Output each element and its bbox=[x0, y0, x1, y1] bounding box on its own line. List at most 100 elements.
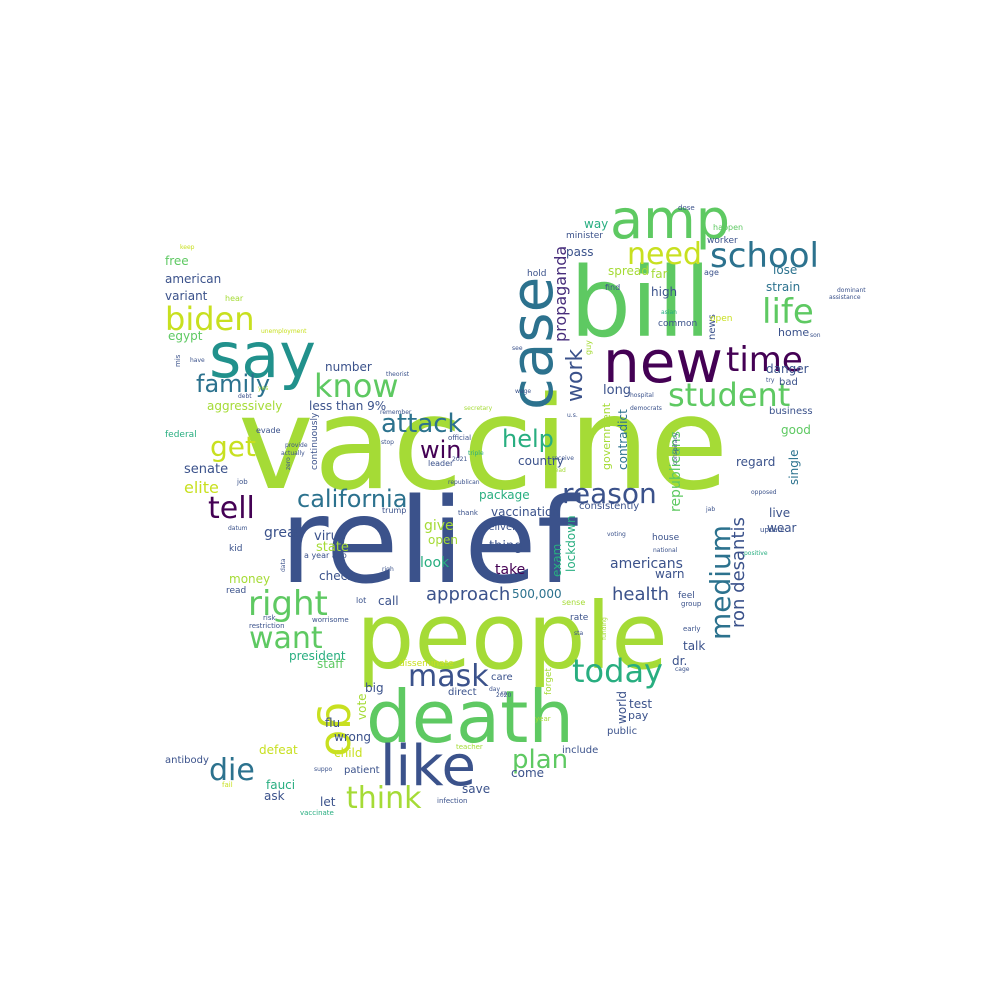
word-disseminate: disseminate bbox=[399, 659, 454, 669]
word-state: state bbox=[316, 540, 349, 555]
word-dr: dr. bbox=[672, 654, 687, 668]
word-hospital: hospital bbox=[630, 392, 654, 399]
word-dose: dose bbox=[678, 204, 695, 212]
word-think: think bbox=[346, 781, 422, 816]
word-include: include bbox=[562, 745, 598, 756]
word-lead: lead bbox=[553, 467, 566, 474]
word-a-year-ago: a year ago bbox=[304, 551, 347, 560]
word-feel: feel bbox=[678, 591, 695, 601]
word-give: give bbox=[424, 518, 454, 534]
word-president: president bbox=[289, 649, 346, 663]
word-new: new bbox=[603, 328, 723, 396]
word-mis: mis bbox=[174, 354, 182, 367]
word-win: win bbox=[420, 436, 462, 464]
word-day: day bbox=[489, 686, 500, 693]
word-theorist: theorist bbox=[386, 371, 410, 378]
word-official: official bbox=[448, 434, 471, 442]
word-big: big bbox=[365, 681, 384, 695]
word-like: like bbox=[380, 734, 476, 799]
word-yes: yes bbox=[258, 385, 268, 392]
word-kid: kid bbox=[229, 544, 242, 554]
word-talk: talk bbox=[683, 639, 705, 653]
word-american: american bbox=[165, 272, 221, 286]
word-wear: wear bbox=[767, 521, 797, 535]
word-lockdown: lockdown bbox=[564, 515, 578, 572]
word-jab: jab bbox=[705, 506, 715, 513]
word-propaganda: propaganda bbox=[551, 246, 570, 342]
word-family: family bbox=[196, 370, 270, 398]
word-leader: leader bbox=[428, 459, 454, 468]
word-republicans: republicans bbox=[668, 431, 684, 512]
word-wrong: wrong bbox=[334, 730, 371, 744]
word-year: year bbox=[535, 715, 551, 723]
word-world: world bbox=[615, 691, 629, 724]
word-us: u.s. bbox=[567, 412, 578, 419]
word-patient: patient bbox=[344, 765, 380, 776]
word-package: package bbox=[479, 488, 530, 502]
word-open: open bbox=[428, 533, 458, 547]
word-defeat: defeat bbox=[259, 743, 298, 757]
word-go: go bbox=[315, 702, 366, 757]
word-variant: variant bbox=[165, 289, 208, 303]
word-opposed: opposed bbox=[751, 489, 777, 496]
word-conspiracy: conspiracy bbox=[672, 432, 679, 465]
word-tell: tell bbox=[208, 491, 255, 526]
word-2021: 2021 bbox=[452, 456, 467, 463]
word-read: read bbox=[226, 586, 246, 596]
word-come: come bbox=[511, 766, 544, 780]
word-voting: voting bbox=[607, 531, 626, 538]
word-business: business bbox=[769, 406, 813, 417]
word-suppo: suppo bbox=[314, 766, 333, 773]
word-update: update bbox=[760, 526, 785, 534]
word-teacher: teacher bbox=[456, 743, 483, 751]
word-find: find bbox=[605, 283, 620, 292]
word-vaccine: vaccine bbox=[238, 370, 728, 519]
word-son: son bbox=[810, 332, 821, 339]
word-remember: remember bbox=[380, 409, 412, 416]
word-right: right bbox=[248, 584, 328, 624]
word-ask: ask bbox=[264, 789, 285, 803]
word-evade: evade bbox=[256, 426, 281, 435]
word-attack: attack bbox=[381, 409, 463, 439]
word-money: money bbox=[229, 572, 270, 586]
word-student: student bbox=[668, 376, 790, 414]
word-open-small: open bbox=[710, 314, 732, 324]
word-less-than-9: less than 9% bbox=[309, 399, 386, 413]
word-common: common bbox=[658, 319, 697, 329]
word-case: case bbox=[498, 277, 566, 410]
word-cage: cage bbox=[675, 666, 690, 673]
word-positive: positive bbox=[744, 550, 768, 557]
word-triple: triple bbox=[468, 450, 484, 457]
word-strain: strain bbox=[766, 280, 800, 294]
word-news: news bbox=[707, 314, 718, 340]
word-keep: keep bbox=[180, 244, 195, 251]
word-exam: exam bbox=[550, 544, 564, 577]
word-time: time bbox=[726, 340, 803, 380]
word-test: test bbox=[629, 697, 652, 711]
word-regard: regard bbox=[736, 455, 775, 469]
word-rate: rate bbox=[570, 613, 589, 623]
word-pass: pass bbox=[566, 245, 593, 259]
word-death: death bbox=[366, 675, 574, 759]
word-way: way bbox=[584, 217, 608, 231]
word-take: take bbox=[495, 562, 525, 578]
word-home: home bbox=[778, 326, 809, 339]
word-house: house bbox=[652, 533, 680, 543]
word-federal: federal bbox=[165, 430, 197, 440]
word-life: life bbox=[762, 292, 814, 332]
word-trump: trump bbox=[382, 506, 406, 515]
word-forget: forget bbox=[544, 668, 554, 695]
word-receive: receive bbox=[552, 455, 574, 462]
word-let: let bbox=[320, 795, 336, 809]
word-need: need bbox=[627, 237, 702, 272]
word-wage: wage bbox=[515, 388, 531, 395]
word-california: california bbox=[297, 485, 407, 513]
word-virus: virus bbox=[314, 529, 346, 544]
word-restriction: restriction bbox=[249, 622, 285, 630]
word-vote: vote bbox=[355, 693, 369, 720]
word-contradict: contradict bbox=[616, 409, 630, 470]
word-americans: americans bbox=[610, 556, 683, 572]
word-debt: debt bbox=[238, 393, 252, 400]
word-risk: risk bbox=[263, 614, 276, 622]
word-early: early bbox=[683, 625, 701, 633]
